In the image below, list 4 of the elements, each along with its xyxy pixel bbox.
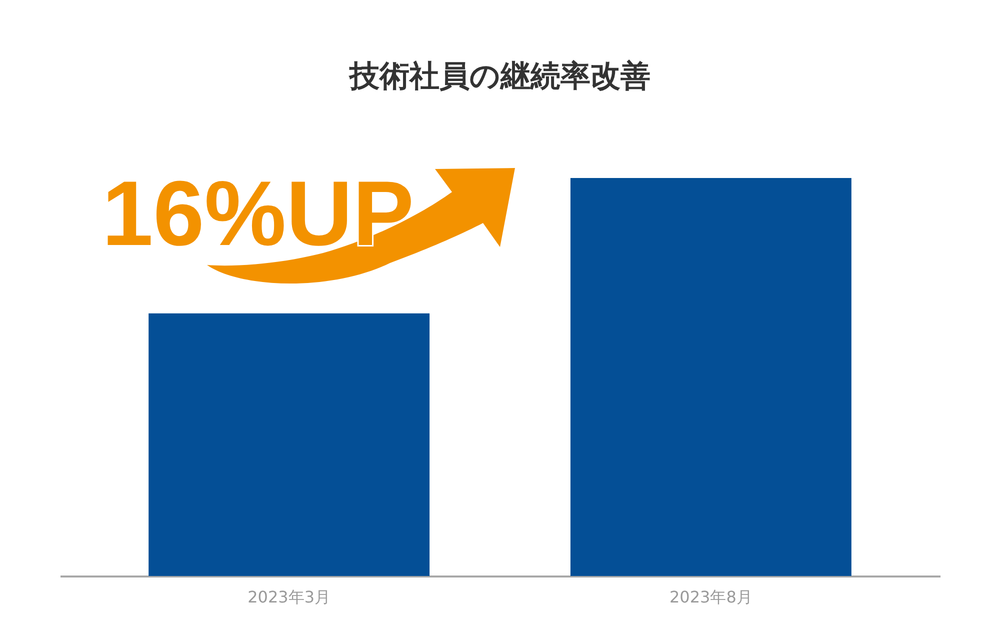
chart-title: 技術社員の継続率改善 — [348, 59, 650, 94]
x-tick-label: 2023年8月 — [669, 588, 752, 606]
x-tick-label: 2023年3月 — [248, 588, 331, 606]
annotation: 16%UP — [102, 163, 414, 265]
